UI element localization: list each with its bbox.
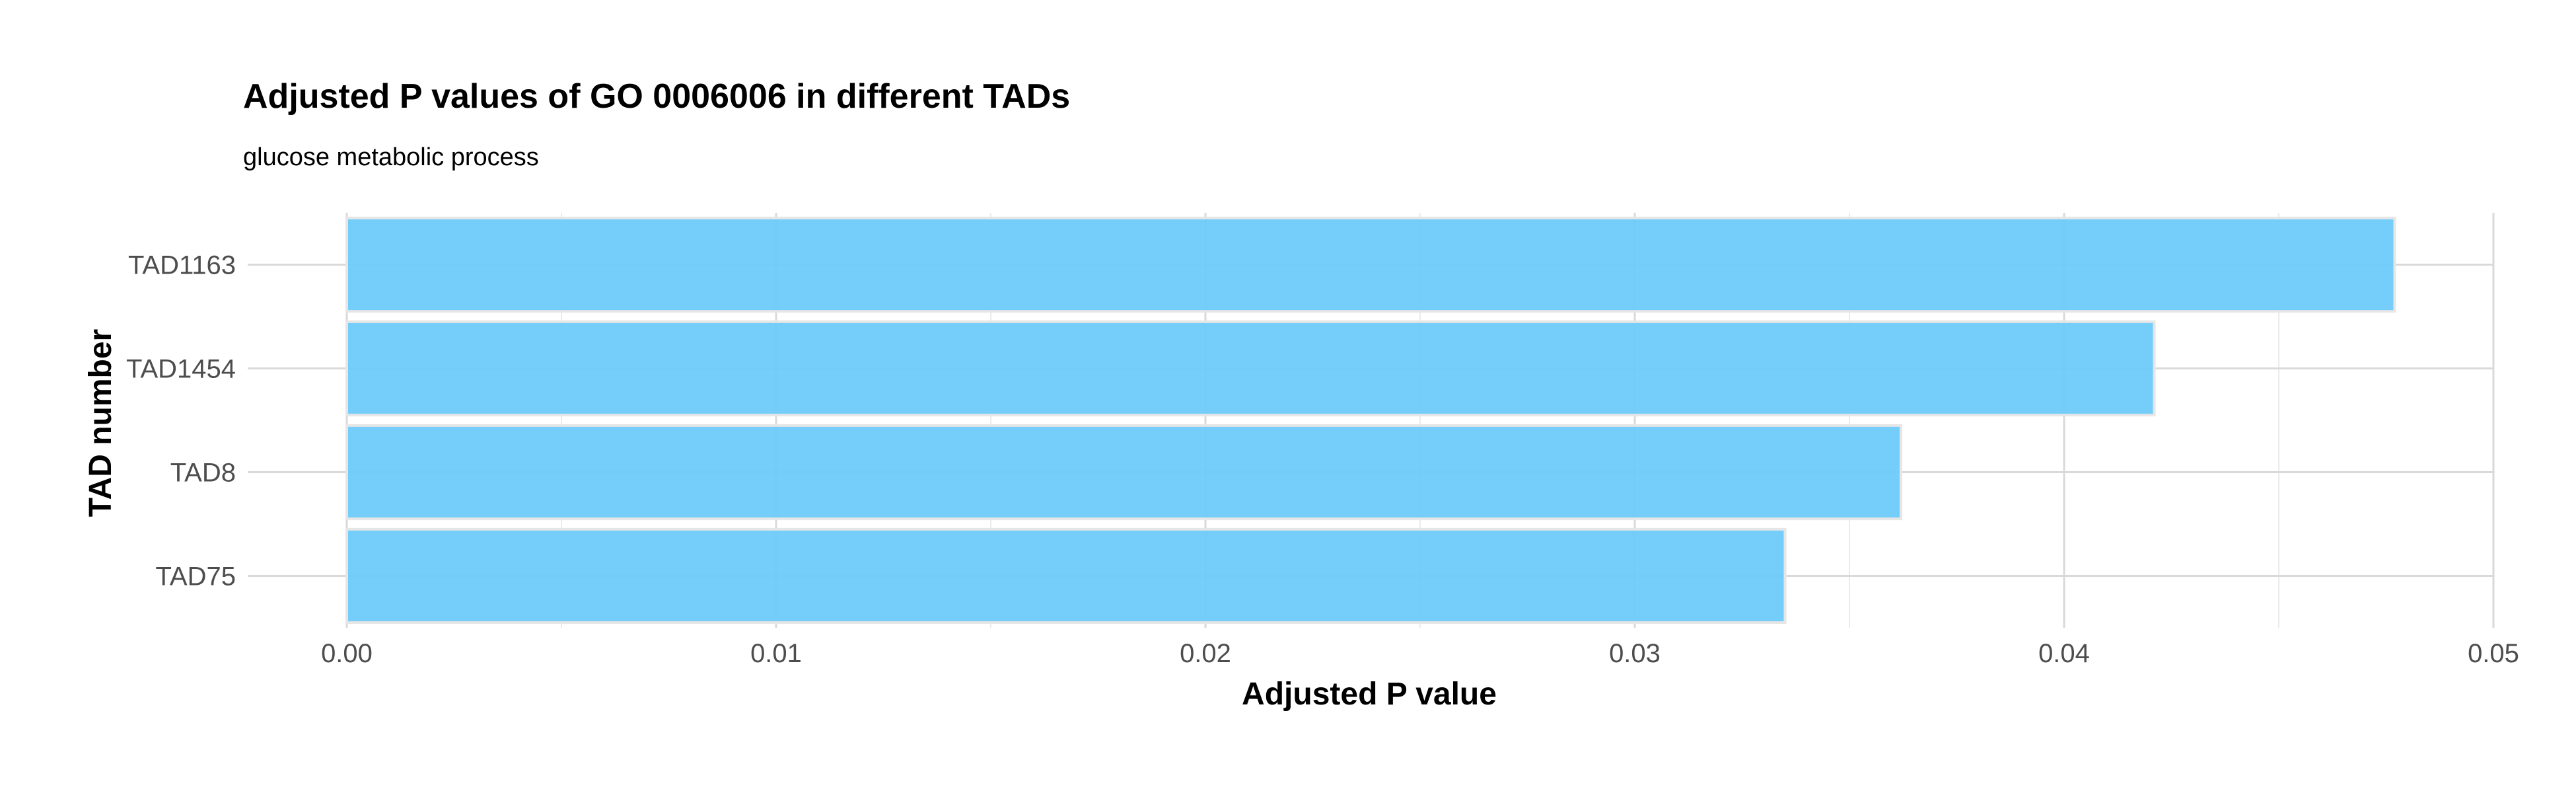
x-tick-label: 0.01 <box>750 639 802 668</box>
y-tick-label: TAD1163 <box>128 251 236 280</box>
x-axis-title: Adjusted P value <box>1242 677 1497 712</box>
x-tick-label: 0.02 <box>1180 639 1231 668</box>
bar <box>345 527 1787 624</box>
y-tick-label: TAD75 <box>155 562 236 591</box>
chart-subtitle: glucose metabolic process <box>243 143 539 171</box>
x-tick-label: 0.04 <box>2038 639 2090 668</box>
bars <box>345 216 2396 624</box>
y-tick-label: TAD8 <box>170 459 236 488</box>
bar <box>345 320 2156 417</box>
y-axis-ticks: TAD1163 TAD1454 TAD8 TAD75 <box>126 251 236 591</box>
bar <box>345 216 2396 313</box>
x-tick-label: 0.03 <box>1609 639 1661 668</box>
x-tick-label: 0.05 <box>2468 639 2519 668</box>
chart-title: Adjusted P values of GO 0006006 in diffe… <box>243 77 1070 116</box>
y-axis-title: TAD number <box>83 329 118 517</box>
y-tick-label: TAD1454 <box>126 355 236 384</box>
x-tick-label: 0.00 <box>321 639 373 668</box>
x-axis-ticks: 0.00 0.01 0.02 0.03 0.04 0.05 <box>321 639 2519 668</box>
bar <box>345 424 1902 521</box>
